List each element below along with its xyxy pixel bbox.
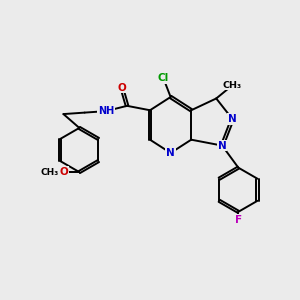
Text: NH: NH — [98, 106, 114, 116]
Text: O: O — [117, 82, 126, 93]
Text: CH₃: CH₃ — [223, 81, 242, 90]
Text: CH₃: CH₃ — [40, 168, 58, 177]
Text: F: F — [235, 215, 242, 225]
Text: N: N — [228, 114, 237, 124]
Text: N: N — [218, 141, 226, 151]
Text: N: N — [166, 148, 175, 158]
Text: O: O — [60, 167, 68, 177]
Text: Cl: Cl — [158, 73, 169, 83]
